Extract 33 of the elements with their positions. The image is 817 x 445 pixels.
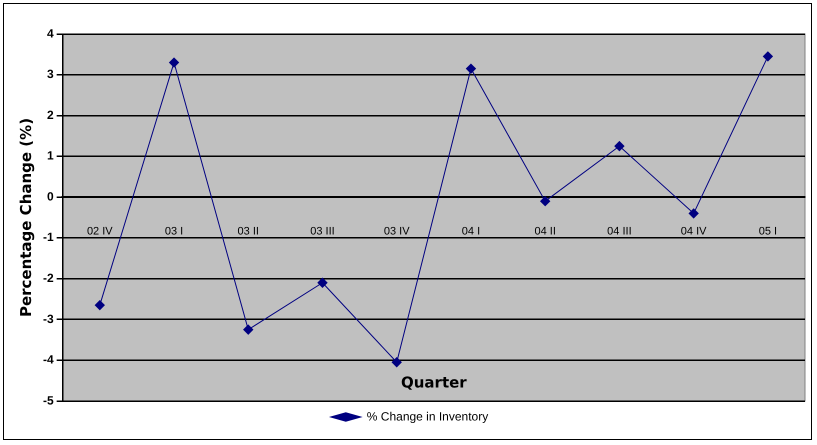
y-axis-title: Percentage Change (%) [16, 118, 35, 318]
x-tick-label: 04 III [607, 226, 632, 238]
point [614, 141, 624, 152]
x-axis-title: Quarter [400, 374, 468, 392]
x-tick-label: 02 IV [86, 226, 114, 238]
y-tick-label: -5 [43, 393, 54, 408]
point [762, 51, 773, 62]
x-tick-label: 03 IV [384, 226, 410, 238]
y-tick-label: -3 [43, 312, 54, 326]
point [169, 58, 180, 68]
x-tick-label: 04 II [534, 226, 556, 238]
y-tick-label: -2 [43, 270, 54, 285]
y-tick-label: 3 [46, 67, 54, 82]
x-tick-label: 03 II [238, 226, 259, 238]
y-tick-label: 2 [46, 108, 54, 122]
x-tick-label: 03 I [164, 226, 184, 238]
point [688, 208, 699, 218]
y-tick-label: -1 [43, 230, 54, 244]
y-tick-label: 4 [46, 26, 54, 40]
point [243, 324, 254, 335]
point [317, 278, 328, 288]
point [540, 196, 550, 206]
x-tick-label: 03 III [310, 226, 335, 238]
y-tick-label: 0 [46, 189, 54, 204]
x-tick-label: 04 I [462, 226, 480, 238]
y-tick-label: -4 [43, 352, 54, 367]
legend-label: % Change in Inventory [366, 409, 488, 424]
point [466, 64, 476, 74]
point [94, 300, 105, 310]
y-tick-label: 1 [46, 148, 54, 163]
point [392, 357, 402, 368]
x-tick-label: 04 IV [680, 226, 708, 238]
x-tick-label: 05 I [758, 226, 778, 238]
